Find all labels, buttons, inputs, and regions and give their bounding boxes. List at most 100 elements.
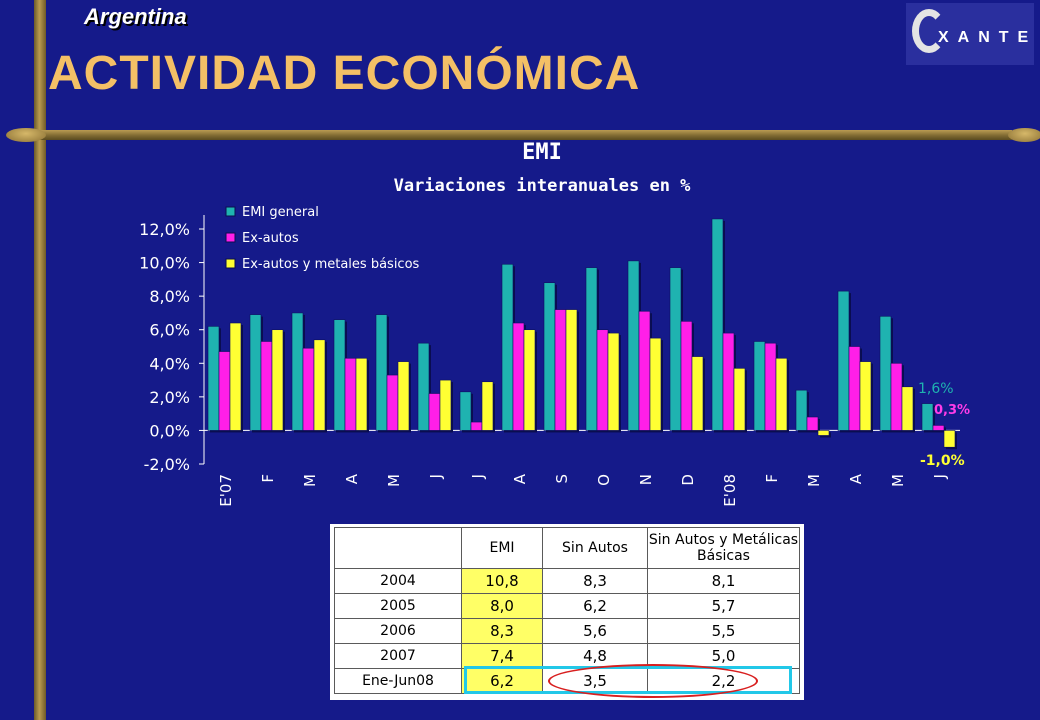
table-header-emi: EMI: [461, 527, 543, 569]
y-tick-label: 10,0%: [139, 254, 190, 273]
bar-ex-autos-metales: [565, 309, 578, 431]
cell-emi: 7,4: [461, 643, 543, 669]
bar-ex-autos: [680, 321, 693, 431]
cell-sin-autos: 5,6: [542, 618, 648, 644]
x-tick-label: F: [763, 474, 781, 483]
bar-ex-autos: [890, 362, 903, 431]
bar-ex-autos-metales: [817, 430, 830, 436]
bar-ex-autos: [470, 421, 483, 431]
x-tick-label: D: [679, 474, 697, 486]
cell-sin-autos-metalicas: 8,1: [647, 568, 800, 594]
bar-emi-general: [711, 218, 724, 431]
x-tick-label: E'07: [217, 474, 235, 507]
x-tick-label: M: [889, 474, 907, 487]
table-row: 2006 8,3 5,6 5,5: [334, 618, 800, 644]
bar-ex-autos-metales: [439, 379, 452, 431]
bar-ex-autos: [932, 425, 945, 431]
x-tick-label: F: [259, 474, 277, 483]
frame-horizontal-bar: [30, 130, 1012, 140]
bar-emi-general: [375, 314, 388, 431]
bar-emi-general: [249, 314, 262, 431]
legend-swatch: [225, 258, 236, 269]
x-tick-label: A: [847, 473, 865, 484]
x-tick-label: A: [511, 473, 529, 484]
table-header-sin-autos: Sin Autos: [542, 527, 648, 569]
bar-ex-autos: [512, 322, 525, 431]
cell-sin-autos-metalicas: 5,5: [647, 618, 800, 644]
bar-emi-general: [501, 263, 514, 431]
bar-ex-autos-metales: [229, 322, 242, 431]
bar-emi-general: [795, 389, 808, 431]
y-tick-label: 2,0%: [149, 388, 190, 407]
row-label: 2004: [334, 568, 462, 594]
bar-emi-general: [585, 267, 598, 431]
bar-ex-autos: [848, 346, 861, 431]
legend-swatch: [225, 232, 236, 243]
annotation-emi-general: 1,6%: [918, 381, 954, 397]
bar-ex-autos-metales: [775, 357, 788, 431]
x-tick-label: N: [637, 474, 655, 485]
x-tick-label: S: [553, 474, 571, 484]
bar-ex-autos-metales: [691, 356, 704, 431]
bar-emi-general: [837, 290, 850, 431]
bar-ex-autos-metales: [733, 368, 746, 431]
table-row: 2007 7,4 4,8 5,0: [334, 643, 800, 669]
cell-emi: 8,3: [461, 618, 543, 644]
bar-ex-autos: [260, 341, 273, 431]
bar-ex-autos-metales: [859, 361, 872, 431]
bar-emi-general: [669, 267, 682, 431]
bar-emi-general: [879, 315, 892, 431]
bar-ex-autos-metales: [649, 337, 662, 431]
chart-subtitle: Variaciones interanuales en %: [393, 176, 691, 196]
bar-ex-autos-metales: [271, 329, 284, 431]
bar-emi-general: [459, 391, 472, 431]
row-label: 2005: [334, 593, 462, 619]
cell-emi: 8,0: [461, 593, 543, 619]
bar-ex-autos: [344, 357, 357, 431]
bar-emi-general: [921, 403, 934, 431]
bar-ex-autos-metales: [901, 386, 914, 431]
bar-ex-autos-metales: [607, 332, 620, 431]
row-label: 2006: [334, 618, 462, 644]
annotation-ex-autos-metales: -1,0%: [920, 453, 965, 469]
bar-emi-general: [543, 282, 556, 431]
country-label: Argentina: [84, 4, 187, 29]
annotation-ex-autos: 0,3%: [934, 403, 970, 418]
cell-sin-autos-metalicas: 5,7: [647, 593, 800, 619]
table-header-sin-autos-metalicas: Sin Autos y Metálicas Básicas: [647, 527, 800, 569]
table-row: 2004 10,8 8,3 8,1: [334, 568, 800, 594]
page-title: ACTIVIDAD ECONÓMICA: [48, 47, 641, 100]
bar-emi-general: [291, 312, 304, 431]
y-tick-label: 8,0%: [149, 287, 190, 306]
bar-emi-general: [333, 319, 346, 431]
bar-emi-general: [753, 341, 766, 431]
table-header-empty: [334, 527, 462, 569]
bar-ex-autos: [596, 329, 609, 431]
y-tick-label: 0,0%: [149, 421, 190, 440]
row-label: 2007: [334, 643, 462, 669]
y-tick-label: 12,0%: [139, 220, 190, 239]
bar-ex-autos: [806, 416, 819, 431]
bar-ex-autos-metales: [355, 357, 368, 431]
row-label: Ene-Jun08: [334, 668, 462, 694]
x-tick-label: A: [343, 473, 361, 484]
y-tick-label: -2,0%: [144, 455, 190, 474]
bar-ex-autos-metales: [397, 361, 410, 431]
chart-title: EMI: [522, 140, 562, 165]
table-row: 2005 8,0 6,2 5,7: [334, 593, 800, 619]
bar-ex-autos-metales: [481, 381, 494, 431]
bar-emi-general: [627, 260, 640, 431]
bar-ex-autos: [386, 374, 399, 431]
x-tick-label: M: [301, 474, 319, 487]
x-tick-label: M: [805, 474, 823, 487]
x-tick-label: M: [385, 474, 403, 487]
table-header-row: EMI Sin Autos Sin Autos y Metálicas Bási…: [334, 527, 800, 569]
x-tick-label: O: [595, 474, 613, 486]
y-tick-label: 4,0%: [149, 354, 190, 373]
bar-ex-autos: [638, 310, 651, 431]
logo-wordmark: XANTE: [938, 29, 1038, 46]
bar-emi-general: [417, 342, 430, 431]
x-tick-label: J: [931, 474, 949, 479]
bar-ex-autos-metales: [523, 329, 536, 431]
frame-scroll-right: [1008, 128, 1040, 142]
